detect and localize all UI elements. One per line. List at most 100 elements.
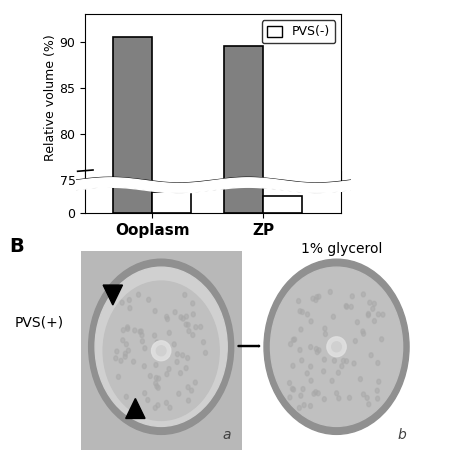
Ellipse shape (371, 306, 375, 311)
Ellipse shape (327, 337, 346, 357)
Ellipse shape (95, 267, 227, 427)
Ellipse shape (288, 381, 292, 385)
Ellipse shape (314, 346, 319, 351)
Ellipse shape (121, 328, 125, 333)
Ellipse shape (375, 388, 379, 393)
Ellipse shape (165, 372, 169, 377)
Ellipse shape (323, 332, 328, 337)
Ellipse shape (156, 346, 166, 356)
Ellipse shape (292, 337, 297, 342)
Ellipse shape (365, 395, 369, 401)
Ellipse shape (330, 378, 334, 383)
Ellipse shape (199, 324, 203, 329)
Ellipse shape (184, 365, 188, 371)
Ellipse shape (165, 317, 170, 321)
Ellipse shape (366, 313, 370, 318)
Ellipse shape (168, 405, 172, 410)
Ellipse shape (154, 375, 158, 381)
Ellipse shape (139, 329, 143, 334)
Ellipse shape (309, 345, 313, 349)
Ellipse shape (154, 363, 158, 367)
Ellipse shape (172, 342, 176, 347)
Ellipse shape (368, 300, 372, 305)
Ellipse shape (137, 292, 140, 297)
Ellipse shape (126, 325, 129, 330)
Ellipse shape (316, 391, 320, 396)
Ellipse shape (369, 353, 373, 358)
Ellipse shape (133, 328, 137, 333)
Ellipse shape (154, 381, 158, 386)
Ellipse shape (321, 369, 326, 374)
Ellipse shape (146, 297, 151, 302)
Ellipse shape (323, 326, 327, 331)
Ellipse shape (381, 312, 385, 317)
Ellipse shape (164, 314, 169, 319)
Polygon shape (103, 285, 122, 305)
Bar (224, 0, 264, 213)
Ellipse shape (301, 310, 304, 314)
Ellipse shape (143, 391, 147, 396)
Ellipse shape (328, 290, 332, 294)
Ellipse shape (332, 358, 337, 363)
Ellipse shape (331, 314, 336, 319)
Text: a: a (222, 428, 230, 442)
Ellipse shape (300, 358, 304, 363)
Polygon shape (126, 399, 145, 419)
Ellipse shape (167, 330, 171, 335)
Ellipse shape (128, 306, 132, 310)
Ellipse shape (115, 349, 119, 354)
Ellipse shape (167, 366, 171, 372)
Ellipse shape (358, 377, 363, 382)
Ellipse shape (191, 333, 195, 337)
Ellipse shape (119, 358, 123, 363)
Ellipse shape (315, 295, 319, 300)
Ellipse shape (186, 398, 191, 403)
Ellipse shape (152, 341, 171, 361)
Ellipse shape (184, 322, 188, 327)
Ellipse shape (123, 351, 128, 356)
Bar (152, 192, 191, 213)
Ellipse shape (291, 364, 295, 368)
Ellipse shape (156, 376, 161, 381)
Ellipse shape (309, 378, 313, 383)
Bar (264, 195, 302, 213)
Ellipse shape (292, 387, 296, 392)
Ellipse shape (117, 374, 120, 379)
Ellipse shape (305, 371, 309, 376)
Ellipse shape (380, 337, 383, 342)
Ellipse shape (138, 329, 142, 334)
Ellipse shape (292, 337, 295, 342)
Ellipse shape (353, 338, 357, 344)
Y-axis label: Relative volume (%): Relative volume (%) (44, 34, 57, 161)
Ellipse shape (361, 329, 365, 334)
Ellipse shape (175, 359, 179, 365)
Ellipse shape (203, 350, 208, 356)
Ellipse shape (322, 397, 326, 401)
Ellipse shape (181, 353, 185, 358)
Ellipse shape (340, 364, 344, 369)
Ellipse shape (362, 331, 365, 336)
Ellipse shape (302, 402, 306, 408)
Ellipse shape (352, 361, 356, 366)
Ellipse shape (345, 304, 349, 310)
Ellipse shape (309, 319, 313, 324)
Ellipse shape (120, 300, 124, 305)
Ellipse shape (301, 387, 305, 392)
Ellipse shape (148, 374, 152, 379)
Ellipse shape (158, 349, 162, 355)
Ellipse shape (194, 325, 198, 330)
Ellipse shape (123, 354, 127, 359)
Ellipse shape (155, 384, 159, 389)
Ellipse shape (372, 301, 376, 306)
Ellipse shape (332, 342, 341, 352)
Ellipse shape (146, 398, 150, 402)
Ellipse shape (376, 312, 381, 317)
Ellipse shape (377, 379, 381, 384)
Bar (113, 0, 152, 213)
Ellipse shape (114, 356, 118, 361)
Ellipse shape (291, 386, 294, 392)
Ellipse shape (298, 309, 302, 314)
Ellipse shape (175, 352, 180, 357)
Ellipse shape (347, 395, 352, 401)
Ellipse shape (164, 401, 168, 405)
